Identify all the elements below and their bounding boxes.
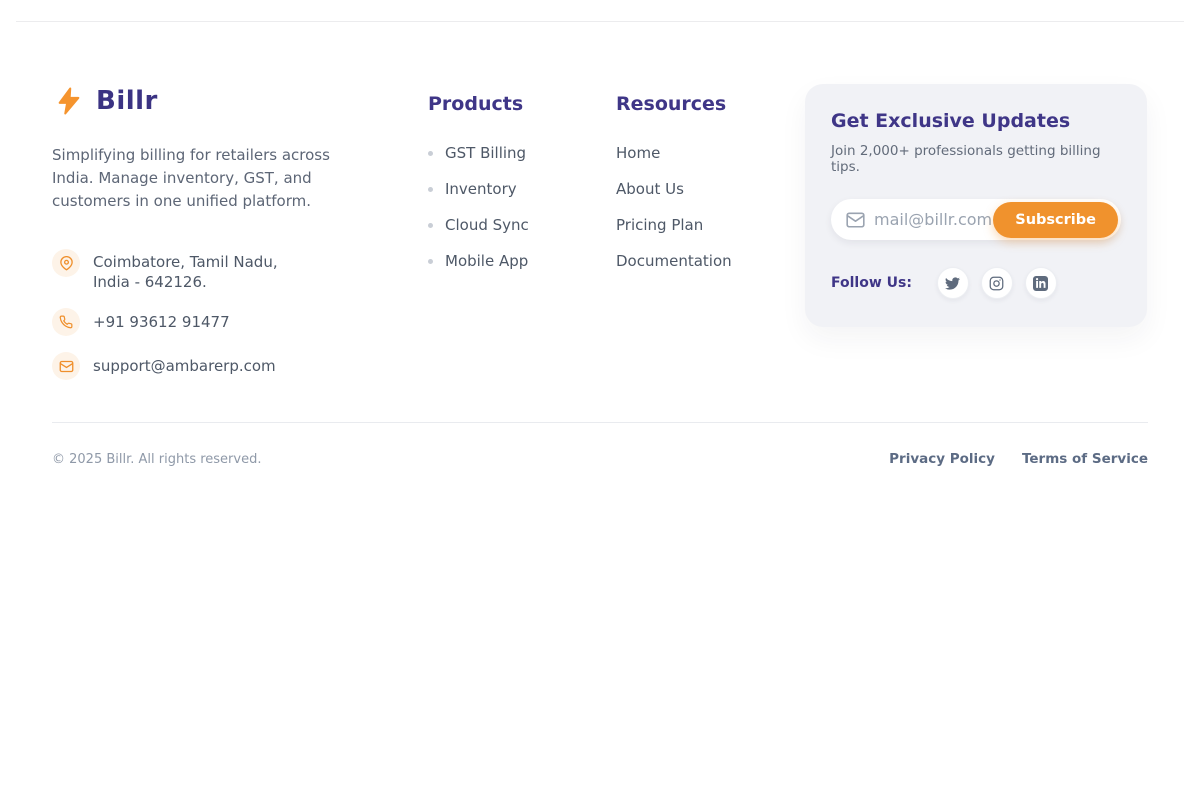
follow-us-label: Follow Us: — [831, 275, 912, 291]
product-link-mobile-app[interactable]: Mobile App — [428, 252, 528, 270]
product-link-gst-billing[interactable]: GST Billing — [428, 144, 526, 162]
resource-link-documentation[interactable]: Documentation — [616, 252, 732, 270]
privacy-policy-link[interactable]: Privacy Policy — [889, 451, 995, 467]
twitter-icon[interactable] — [936, 267, 969, 299]
envelope-icon — [846, 211, 865, 228]
bullet-dot-icon — [428, 186, 433, 192]
product-link-label: Mobile App — [445, 252, 529, 270]
product-link-label: GST Billing — [445, 144, 527, 162]
newsletter-card: Get Exclusive Updates Join 2,000+ profes… — [805, 84, 1147, 327]
contact-email: support@ambarerp.com — [52, 352, 398, 380]
resources-list: Home About Us Pricing Plan Documentation — [616, 143, 805, 271]
subscribe-button[interactable]: Subscribe — [993, 201, 1118, 238]
brand-column: Billr Simplifying billing for retailers … — [52, 84, 428, 396]
contact-address: Coimbatore, Tamil Nadu, India - 642126. — [52, 249, 398, 292]
resources-heading: Resources — [616, 93, 727, 115]
newsletter-subtitle: Join 2,000+ professionals getting billin… — [831, 143, 1101, 175]
brand-tagline: Simplifying billing for retailers across… — [52, 146, 330, 210]
bullet-dot-icon — [428, 258, 433, 264]
products-column: Products GST Billing Inventory Cloud Syn… — [428, 84, 616, 287]
brand-logo: Billr — [52, 84, 398, 118]
newsletter-title: Get Exclusive Updates — [831, 110, 1071, 132]
bullet-dot-icon — [428, 150, 433, 156]
product-link-inventory[interactable]: Inventory — [428, 180, 517, 198]
top-divider — [16, 21, 1184, 22]
address-line-1: Coimbatore, Tamil Nadu, — [93, 253, 278, 271]
phone-icon — [52, 308, 80, 336]
resource-link-home[interactable]: Home — [616, 144, 661, 162]
address-line-2: India - 642126. — [93, 273, 207, 291]
location-pin-icon — [52, 249, 80, 277]
product-link-label: Cloud Sync — [445, 216, 529, 234]
social-row: Follow Us: — [831, 267, 1121, 299]
resource-link-about-us[interactable]: About Us — [616, 180, 684, 198]
contact-list: Coimbatore, Tamil Nadu, India - 642126. … — [52, 249, 398, 380]
lightning-bolt-icon — [52, 84, 86, 118]
product-link-label: Inventory — [445, 180, 517, 198]
address-text: Coimbatore, Tamil Nadu, India - 642126. — [93, 249, 278, 292]
product-link-cloud-sync[interactable]: Cloud Sync — [428, 216, 529, 234]
bullet-dot-icon — [428, 222, 433, 228]
products-heading: Products — [428, 93, 524, 115]
legal-links: Privacy Policy Terms of Service — [889, 451, 1148, 467]
products-list: GST Billing Inventory Cloud Sync Mobile … — [428, 143, 616, 271]
footer-bottom-bar: © 2025 Billr. All rights reserved. Priva… — [52, 423, 1148, 495]
bottom-divider — [52, 422, 1148, 423]
terms-of-service-link[interactable]: Terms of Service — [1021, 451, 1148, 467]
resource-link-pricing-plan[interactable]: Pricing Plan — [616, 216, 704, 234]
brand-name: Billr — [96, 86, 158, 116]
instagram-icon[interactable] — [980, 267, 1013, 299]
subscribe-form: Subscribe — [831, 199, 1121, 240]
mail-icon — [52, 352, 80, 380]
copyright-text: © 2025 Billr. All rights reserved. — [52, 451, 262, 467]
email-address[interactable]: support@ambarerp.com — [93, 357, 276, 375]
resources-column: Resources Home About Us Pricing Plan Doc… — [616, 84, 805, 287]
linkedin-icon[interactable] — [1024, 267, 1057, 299]
contact-phone: +91 93612 91477 — [52, 308, 398, 336]
phone-number[interactable]: +91 93612 91477 — [93, 313, 230, 331]
